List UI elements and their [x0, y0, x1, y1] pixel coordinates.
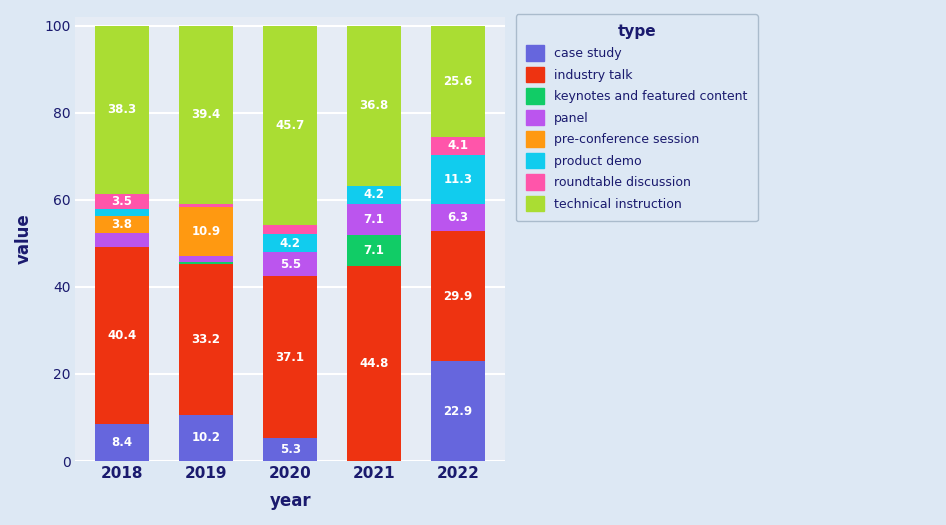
Text: 6.3: 6.3: [447, 211, 468, 224]
Bar: [430, 361, 485, 461]
Text: 3.8: 3.8: [112, 218, 132, 230]
Text: 7.1: 7.1: [364, 213, 385, 226]
Bar: [95, 209, 149, 216]
Text: 33.2: 33.2: [192, 333, 220, 346]
Bar: [263, 276, 318, 438]
Bar: [179, 204, 234, 206]
Bar: [95, 424, 149, 461]
Text: 25.6: 25.6: [444, 75, 473, 88]
Text: 22.9: 22.9: [444, 405, 473, 418]
Bar: [95, 247, 149, 424]
Text: 11.3: 11.3: [444, 173, 473, 186]
Text: 37.1: 37.1: [275, 351, 305, 364]
Bar: [263, 234, 318, 253]
Bar: [430, 232, 485, 361]
Text: 40.4: 40.4: [108, 329, 137, 342]
Bar: [179, 256, 234, 262]
Bar: [179, 264, 234, 415]
Text: 36.8: 36.8: [359, 99, 389, 112]
Bar: [95, 216, 149, 233]
Bar: [179, 415, 234, 461]
X-axis label: year: year: [270, 492, 311, 510]
Text: 8.4: 8.4: [112, 436, 132, 449]
Text: 4.1: 4.1: [447, 139, 468, 152]
Text: 38.3: 38.3: [108, 103, 137, 116]
Bar: [430, 26, 485, 137]
Bar: [179, 26, 234, 204]
Text: 10.2: 10.2: [192, 432, 220, 444]
Bar: [95, 233, 149, 247]
Text: 10.9: 10.9: [192, 225, 220, 238]
Bar: [263, 225, 318, 234]
Text: 4.2: 4.2: [363, 188, 385, 202]
Bar: [430, 204, 485, 232]
Y-axis label: value: value: [15, 214, 33, 264]
Text: 45.7: 45.7: [275, 119, 305, 132]
Bar: [95, 26, 149, 194]
Bar: [347, 186, 401, 204]
Legend: case study, industry talk, keynotes and featured content, panel, pre-conference : case study, industry talk, keynotes and …: [516, 14, 758, 221]
Bar: [263, 253, 318, 276]
Bar: [347, 235, 401, 266]
Text: 44.8: 44.8: [359, 357, 389, 370]
Bar: [430, 137, 485, 155]
Bar: [95, 194, 149, 209]
Text: 5.5: 5.5: [280, 258, 301, 271]
Bar: [263, 438, 318, 461]
Bar: [347, 26, 401, 186]
Bar: [179, 206, 234, 256]
Bar: [263, 26, 318, 225]
Text: 39.4: 39.4: [191, 108, 220, 121]
Text: 5.3: 5.3: [280, 443, 301, 456]
Bar: [347, 266, 401, 461]
Text: 7.1: 7.1: [364, 244, 385, 257]
Bar: [179, 262, 234, 264]
Text: 29.9: 29.9: [444, 290, 473, 303]
Bar: [430, 155, 485, 204]
Text: 4.2: 4.2: [280, 237, 301, 250]
Text: 3.5: 3.5: [112, 195, 132, 208]
Bar: [347, 204, 401, 235]
